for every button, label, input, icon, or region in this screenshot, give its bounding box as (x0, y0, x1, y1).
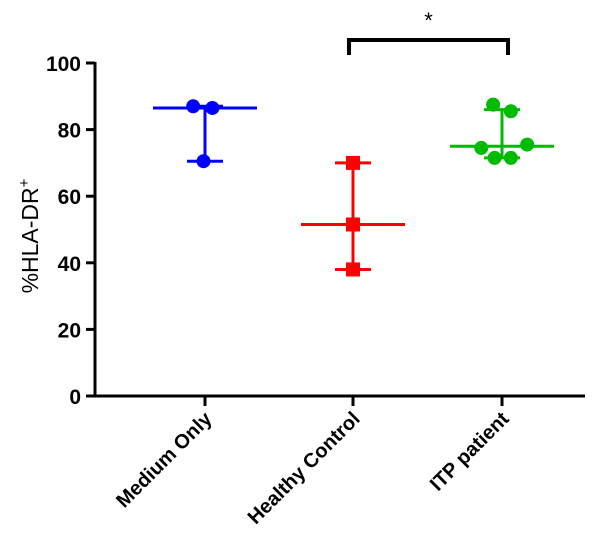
y-axis-title-main: %HLA-DR (17, 187, 43, 293)
data-point-square (346, 155, 360, 170)
data-point-circle (196, 154, 211, 169)
data-point-circle (487, 150, 502, 165)
y-tick-label: 40 (58, 253, 81, 276)
y-tick-label: 60 (58, 186, 81, 209)
series-group (153, 99, 257, 169)
y-tick-label: 20 (58, 319, 81, 342)
data-point-square (346, 262, 360, 277)
y-tick-label: 100 (46, 53, 81, 76)
y-axis: 0 20 40 60 80 100 (46, 53, 97, 409)
data-point-circle (486, 97, 501, 112)
x-tick-label: Healthy Control (244, 408, 365, 529)
data-point-circle (205, 100, 220, 115)
series-group (450, 97, 554, 165)
x-tick-label: ITP patient (426, 408, 514, 496)
significance-label: * (424, 8, 433, 33)
y-tick-label: 80 (58, 120, 81, 143)
data-point-circle (503, 150, 518, 165)
bracket-line (347, 38, 510, 55)
data-point-circle (520, 137, 535, 152)
y-tick-label: 0 (69, 386, 81, 409)
data-point-square (346, 217, 360, 232)
data-point-circle (474, 140, 489, 155)
data-point-circle (186, 99, 201, 114)
series-group (301, 155, 405, 277)
x-tick-label: Medium Only (112, 407, 217, 512)
data-point-circle (503, 104, 518, 119)
y-axis-title-superscript: + (16, 178, 33, 187)
x-axis: Medium Only Healthy Control ITP patient (93, 394, 585, 529)
x-ticks: Medium Only Healthy Control ITP patient (112, 396, 514, 529)
significance-bracket: * (347, 8, 510, 55)
plot-series (153, 97, 554, 277)
y-ticks: 0 20 40 60 80 100 (46, 53, 95, 409)
y-axis-title: %HLA-DR+ (16, 178, 43, 293)
